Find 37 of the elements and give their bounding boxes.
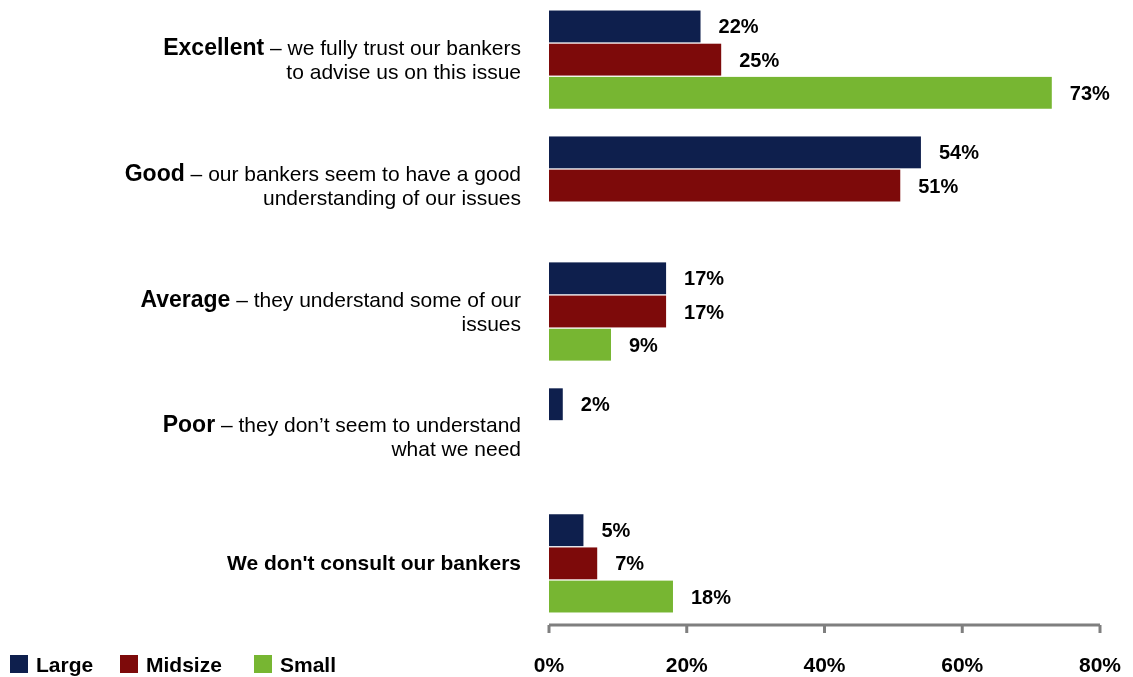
x-tick-label: 20% [665,653,709,676]
bar [549,43,722,76]
y-tick-label: We don't consult our bankers [227,551,521,575]
legend-label: Large [36,653,94,676]
bar [549,547,598,580]
x-tick-label: 80% [1078,653,1122,676]
bar [549,328,611,361]
data-label: 2% [580,393,610,416]
bar [549,76,1052,109]
y-tick-label: Average – they understand some of our issues [140,285,521,335]
bar [549,295,667,328]
bar [549,262,667,295]
bar [549,136,921,169]
data-label: 73% [1069,81,1111,104]
y-tick-label: Poor – they don’t seem to understand what we need [162,411,521,461]
data-label: 17% [684,300,725,323]
bar [549,514,584,547]
legend-label: Small [280,653,337,676]
data-label: 9% [628,333,659,356]
data-label: 17% [684,267,725,290]
x-tick-label: 40% [803,653,846,676]
data-label: 51% [918,174,959,197]
data-label: 54% [938,141,980,164]
bar [549,388,563,421]
x-tick-label: 0% [533,653,565,676]
y-tick-label: Good – our bankers seem to have a good understanding of our issues [124,159,521,209]
bar [549,10,701,43]
bar [549,580,673,613]
data-label: 7% [615,552,645,575]
legend-label: Midsize [146,653,222,676]
data-label: 22% [718,15,759,38]
x-tick-label: 60% [941,653,984,676]
y-tick-label: Excellent – we fully trust our bankers to advise us on this issue [163,33,521,83]
data-label: 5% [601,519,631,542]
data-label: 18% [690,585,732,608]
bar [549,169,901,202]
data-label: 25% [739,48,780,71]
